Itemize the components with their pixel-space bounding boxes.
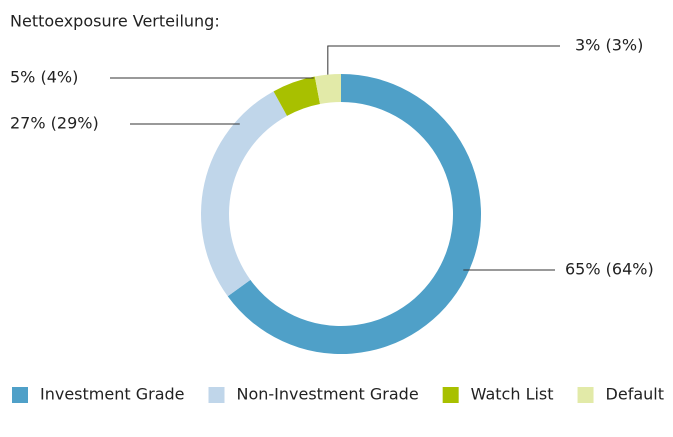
legend-label: Non-Investment Grade xyxy=(237,385,419,404)
donut-slice xyxy=(314,74,341,104)
legend-swatch xyxy=(577,387,594,403)
legend-label: Investment Grade xyxy=(40,385,185,404)
legend-label: Watch List xyxy=(471,385,554,404)
data-label: 3% (3%) xyxy=(575,36,643,55)
donut-slice xyxy=(273,76,321,116)
data-label: 27% (29%) xyxy=(10,114,99,133)
donut-slice xyxy=(200,91,288,297)
legend-swatch xyxy=(442,387,459,403)
legend-swatch xyxy=(208,387,225,403)
data-label: 65% (64%) xyxy=(565,260,654,279)
chart-title: Nettoexposure Verteilung: xyxy=(10,12,220,31)
legend-label: Default xyxy=(606,385,664,404)
leader-line xyxy=(327,45,560,75)
data-label: 5% (4%) xyxy=(10,68,78,87)
legend-swatch xyxy=(12,387,28,403)
